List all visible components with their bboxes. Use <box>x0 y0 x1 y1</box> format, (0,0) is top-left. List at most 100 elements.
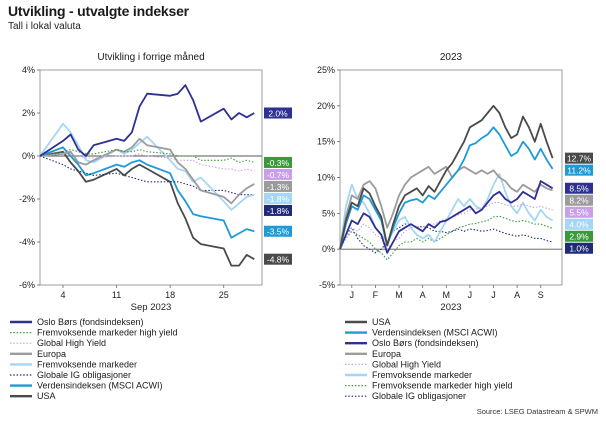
right-legend-label: Verdensindeksen (MSCI ACWI) <box>372 328 498 338</box>
right-x-tick-label: A <box>420 290 426 300</box>
right-x-tick-label: J <box>350 290 355 300</box>
right-plot-frame <box>339 69 563 286</box>
left-legend-label: Fremvoksende markeder high yield <box>37 328 178 338</box>
left-y-tick-label: -6% <box>19 280 35 290</box>
right-legend-label: Global High Yield <box>372 359 441 369</box>
left-y-tick-label: -2% <box>19 194 35 204</box>
right-x-tick-label: J <box>491 290 496 300</box>
right-chart-title: 2023 <box>439 52 463 63</box>
left-x-axis-label: Sep 2023 <box>131 302 172 313</box>
right-legend-label: Globale IG obligasjoner <box>372 391 466 401</box>
left-chart-title: Utvikling i forrige måned <box>97 52 205 63</box>
right-end-label: 12.7% <box>567 153 592 163</box>
left-series-line <box>39 146 255 239</box>
left-legend-label: USA <box>37 391 56 401</box>
left-end-label-box <box>264 168 292 180</box>
right-end-label-box <box>565 206 593 218</box>
right-series-line <box>339 223 553 254</box>
left-end-label: -1.3% <box>267 182 290 192</box>
left-y-tick-label: 4% <box>22 65 35 75</box>
right-y-tick-label: 0% <box>322 244 335 254</box>
right-series-line <box>339 104 554 250</box>
right-x-tick-label: S <box>538 290 544 300</box>
left-plot-frame <box>39 69 263 286</box>
right-end-label-box <box>565 230 593 242</box>
left-legend-label: Oslo Børs (fondsindeksen) <box>37 317 144 327</box>
page-subtitle: Tall i lokal valuta <box>8 21 81 32</box>
left-y-tick-label: 0% <box>22 151 35 161</box>
right-end-label: 11.2% <box>567 165 591 175</box>
right-end-label: 1.0% <box>569 244 589 254</box>
left-series-line <box>39 122 255 211</box>
left-legend-label: Europa <box>37 349 66 359</box>
left-end-label-box <box>264 253 292 265</box>
right-end-label: 5.5% <box>569 208 589 218</box>
right-y-tick-label: 25% <box>317 65 335 75</box>
right-end-label-box <box>565 164 593 176</box>
left-end-label-box <box>264 204 292 216</box>
right-legend-label: USA <box>372 317 391 327</box>
right-legend-label: Fremvoksende markeder high yield <box>372 381 513 391</box>
left-series-line <box>39 137 255 205</box>
left-chart: 4% 2% 0% -2% -4% -6% 4 11 18 25 Sep 2023 2.0% -0.3% -… <box>19 65 292 313</box>
left-end-label: -1.8% <box>267 194 290 204</box>
left-legend-label: Fremvoksende markeder <box>37 359 137 369</box>
left-series-line <box>39 149 255 163</box>
left-end-label: -0.7% <box>267 170 290 180</box>
right-legend-label: Europa <box>372 349 401 359</box>
left-end-label-box <box>264 156 292 168</box>
left-end-label: -0.3% <box>267 158 290 168</box>
right-end-label-box <box>565 152 593 164</box>
right-legend-label: Oslo Børs (fondsindeksen) <box>372 338 479 348</box>
left-legend-label: Globale IG obligasjoner <box>37 370 131 380</box>
right-end-label: 2.9% <box>569 232 589 242</box>
right-x-tick-label: J <box>468 290 473 300</box>
page-title: Utvikling - utvalgte indekser <box>8 3 189 19</box>
right-end-label: 4.0% <box>569 220 589 230</box>
right-end-label-box <box>565 182 593 194</box>
right-end-label: 8.2% <box>569 196 589 206</box>
right-y-tick-label: 10% <box>317 173 335 183</box>
left-end-label-box <box>264 192 292 204</box>
right-y-tick-label: 20% <box>317 101 335 111</box>
left-legend-label: Verdensindeksen (MSCI ACWI) <box>37 381 163 391</box>
left-series-line <box>39 153 255 172</box>
right-series-line <box>339 180 554 254</box>
right-y-tick-label: -5% <box>319 280 335 290</box>
left-legend-label: Global High Yield <box>37 338 106 348</box>
right-y-tick-label: 15% <box>317 137 335 147</box>
right-end-label: 8.5% <box>569 184 589 194</box>
left-y-tick-label: 2% <box>22 108 35 118</box>
left-x-tick-label: 25 <box>219 290 229 300</box>
left-x-tick-label: 4 <box>60 290 65 300</box>
right-legend-label: Fremvoksende markeder <box>372 370 472 380</box>
right-x-axis-label: 2023 <box>440 302 461 313</box>
left-x-tick-label: 11 <box>112 290 121 300</box>
left-y-tick-label: -4% <box>19 237 35 247</box>
right-x-tick-label: A <box>514 290 520 300</box>
left-series-line <box>39 84 255 157</box>
right-x-tick-label: F <box>373 290 379 300</box>
right-end-label-box <box>565 218 593 230</box>
right-end-label-box <box>565 242 593 254</box>
right-series-line <box>339 126 554 250</box>
left-series-line <box>39 150 255 267</box>
left-legend: Oslo Børs (fondsindeksen)Fremvoksende ma… <box>10 317 178 401</box>
left-end-label-box <box>264 225 292 237</box>
left-end-label-box <box>264 180 292 192</box>
right-y-tick-label: 5% <box>322 208 335 218</box>
left-series-line <box>39 155 255 196</box>
right-end-label-box <box>565 194 593 206</box>
left-end-label: -3.5% <box>267 227 290 237</box>
left-x-tick-label: 18 <box>165 290 175 300</box>
right-x-tick-label: M <box>443 290 451 300</box>
right-x-tick-label: M <box>395 290 403 300</box>
source-note: Source: LSEG Datastream & SPWM <box>476 407 598 416</box>
right-series-line <box>339 202 553 250</box>
left-end-label: -1.8% <box>267 206 290 216</box>
right-chart: 25% 20% 15% 10% 5% 0% -5% J F M A M J J A S 2023 12.7% 11.… <box>317 65 593 313</box>
right-series-line <box>339 165 553 250</box>
left-end-label-box <box>264 107 292 119</box>
